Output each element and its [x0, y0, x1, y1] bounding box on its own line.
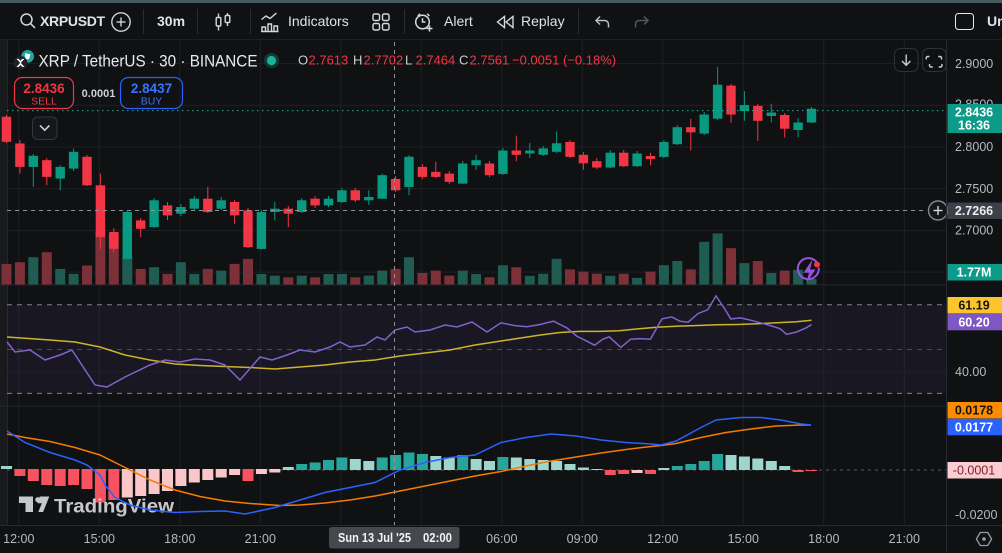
svg-text:2.8436: 2.8436: [955, 106, 993, 120]
svg-text:1.77M: 1.77M: [957, 266, 992, 280]
svg-text:18:00: 18:00: [164, 532, 195, 546]
svg-text:06:00: 06:00: [486, 532, 517, 546]
svg-text:2.7266: 2.7266: [955, 204, 993, 218]
svg-text:2.7500: 2.7500: [955, 182, 993, 196]
svg-text:H: H: [353, 53, 362, 68]
svg-text:15:00: 15:00: [84, 532, 115, 546]
svg-text:-0.0200: -0.0200: [955, 508, 997, 522]
svg-text:2.9000: 2.9000: [955, 57, 993, 71]
svg-text:2.7702: 2.7702: [364, 53, 404, 68]
svg-text:2.8437: 2.8437: [131, 81, 172, 96]
svg-text:0.0178: 0.0178: [955, 404, 993, 418]
svg-text:18:00: 18:00: [808, 532, 839, 546]
svg-text:2.8000: 2.8000: [955, 140, 993, 154]
svg-text:0.0001: 0.0001: [82, 88, 116, 100]
svg-text:TradingView: TradingView: [54, 497, 174, 518]
svg-text:SELL: SELL: [31, 96, 57, 108]
svg-text:12:00: 12:00: [647, 532, 678, 546]
svg-text:2.7561: 2.7561: [470, 53, 510, 68]
svg-text:BUY: BUY: [141, 96, 163, 108]
svg-text:60.20: 60.20: [958, 315, 989, 329]
svg-text:15:00: 15:00: [728, 532, 759, 546]
svg-text:C: C: [459, 53, 468, 68]
svg-text:2.7000: 2.7000: [955, 224, 993, 238]
svg-text:0.0177: 0.0177: [955, 420, 993, 434]
svg-text:XRP / TetherUS · 30 · BINANCE: XRP / TetherUS · 30 · BINANCE: [39, 53, 258, 71]
svg-text:L: L: [405, 53, 412, 68]
svg-text:09:00: 09:00: [567, 532, 598, 546]
svg-text:2.7464: 2.7464: [416, 53, 456, 68]
svg-text:2.8436: 2.8436: [23, 81, 65, 96]
svg-text:2.7613: 2.7613: [309, 53, 349, 68]
svg-text:02:00: 02:00: [423, 531, 452, 545]
svg-text:61.19: 61.19: [958, 299, 989, 313]
svg-text:40.00: 40.00: [955, 365, 986, 379]
svg-text:Sun 13 Jul '25: Sun 13 Jul '25: [338, 531, 411, 545]
svg-text:21:00: 21:00: [245, 532, 276, 546]
svg-text:12:00: 12:00: [3, 532, 34, 546]
svg-text:21:00: 21:00: [889, 532, 920, 546]
svg-text:-0.0001: -0.0001: [953, 464, 995, 478]
svg-text:O: O: [298, 53, 308, 68]
svg-text:16:36: 16:36: [958, 119, 990, 133]
svg-text:−0.0051 (−0.18%): −0.0051 (−0.18%): [512, 53, 616, 68]
